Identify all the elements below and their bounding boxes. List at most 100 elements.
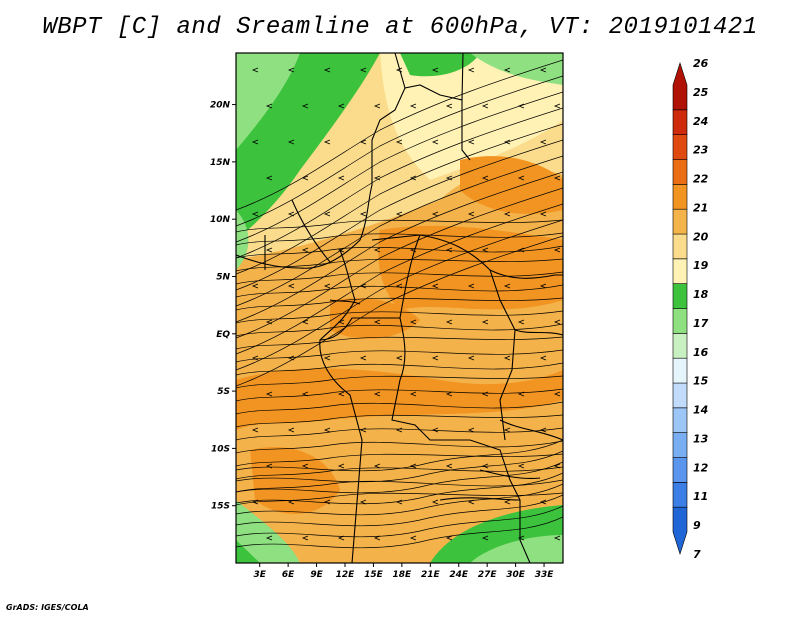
colorbar-label: 16: [693, 346, 709, 359]
streamline-arrow: [265, 319, 273, 325]
streamline: [236, 453, 563, 467]
streamline: [236, 427, 563, 441]
streamline-arrow: [251, 67, 259, 73]
streamline: [236, 284, 563, 298]
streamline-arrow: [431, 427, 439, 433]
streamline-arrow: [503, 67, 511, 73]
streamline-arrow: [517, 535, 525, 541]
streamline-arrow: [553, 103, 561, 109]
streamline-arrow: [431, 499, 439, 505]
streamline-arrow: [287, 139, 295, 145]
lat-tick-label: 10N: [210, 215, 231, 225]
streamline-arrow: [265, 175, 273, 181]
streamline: [236, 203, 563, 355]
streamline-arrow: [503, 139, 511, 145]
streamline: [236, 107, 563, 259]
colorbar-label: 13: [693, 432, 709, 445]
streamline-arrow: [287, 211, 295, 217]
streamline-arrow: [445, 103, 453, 109]
streamline-arrow: [287, 427, 295, 433]
lat-tick-label: 10S: [211, 444, 230, 454]
streamline: [236, 91, 563, 243]
colorbar-label: 17: [693, 317, 709, 330]
streamline: [236, 155, 563, 307]
streamline-arrow: [373, 175, 381, 181]
streamline-arrow: [251, 139, 259, 145]
streamline-arrow: [445, 535, 453, 541]
streamline-arrow: [301, 175, 309, 181]
colorbar-segment: [672, 457, 688, 483]
streamline-arrow: [431, 355, 439, 361]
streamline-arrow: [481, 103, 489, 109]
colorbar-segment: [672, 109, 688, 135]
streamline-arrow: [323, 139, 331, 145]
streamline-arrow: [445, 319, 453, 325]
streamline: [236, 75, 563, 227]
colorbar-label: 21: [693, 201, 708, 214]
streamline-arrow: [503, 211, 511, 217]
streamline-arrow: [431, 139, 439, 145]
streamline-arrow: [431, 211, 439, 217]
streamline: [236, 258, 563, 272]
streamline: [236, 271, 563, 285]
streamline-arrow: [481, 247, 489, 253]
streamline-arrow: [359, 139, 367, 145]
streamline-arrow: [301, 463, 309, 469]
streamline-arrow: [265, 391, 273, 397]
colorbar-segment: [672, 357, 688, 384]
streamline-arrow: [481, 175, 489, 181]
streamline-arrow: [445, 175, 453, 181]
streamline: [236, 219, 563, 371]
streamline-arrow: [323, 67, 331, 73]
lat-tick-label: 20N: [210, 101, 231, 111]
streamline-arrow: [481, 535, 489, 541]
streamline: [236, 187, 563, 339]
streamline-arrow: [409, 391, 417, 397]
streamline-arrow: [251, 211, 259, 217]
country-borders: [236, 53, 563, 563]
streamline-arrow: [265, 535, 273, 541]
colorbar-label: 14: [693, 404, 708, 417]
lat-tick-label: 5N: [216, 272, 230, 282]
streamline-arrow: [251, 427, 259, 433]
streamline: [236, 171, 563, 323]
lon-tick-label: 30E: [506, 570, 526, 580]
streamline-arrow: [467, 355, 475, 361]
streamline: [236, 461, 563, 494]
colorbar-segment: [672, 407, 688, 433]
streamline: [236, 505, 563, 538]
streamline: [236, 323, 563, 337]
streamline-arrow: [337, 175, 345, 181]
streamline-arrow: [409, 463, 417, 469]
streamline-arrow: [517, 463, 525, 469]
streamline-arrow: [337, 247, 345, 253]
streamline-arrow: [395, 427, 403, 433]
streamline-arrow: [539, 499, 547, 505]
streamline-arrow: [539, 67, 547, 73]
streamline: [236, 235, 563, 387]
streamline-arrow: [373, 103, 381, 109]
streamline-arrow: [445, 247, 453, 253]
lat-tick-label: EQ: [216, 330, 230, 340]
streamline-arrow: [323, 283, 331, 289]
streamline-arrow: [467, 427, 475, 433]
map-title: WBPT [C] and Sreamline at 600hPa, VT: 20…: [42, 14, 758, 41]
colorbar-label: 24: [693, 115, 708, 128]
colorbar-segment: [672, 184, 688, 210]
lon-tick-label: 15E: [364, 570, 384, 580]
streamline-arrow: [409, 175, 417, 181]
colorbar-segment: [672, 134, 688, 160]
colorbar-label: 12: [693, 461, 709, 474]
streamline-arrow: [553, 175, 561, 181]
streamline-arrow: [539, 355, 547, 361]
streamline-arrow: [445, 391, 453, 397]
colorbar-label: 11: [693, 490, 708, 503]
streamline-arrow: [337, 391, 345, 397]
streamline: [236, 59, 563, 211]
streamline-arrow: [251, 355, 259, 361]
streamline: [236, 245, 563, 259]
streamline-arrow: [481, 391, 489, 397]
streamline-arrow: [539, 427, 547, 433]
streamline-arrow: [251, 499, 259, 505]
colorbar-label: 9: [693, 519, 701, 532]
